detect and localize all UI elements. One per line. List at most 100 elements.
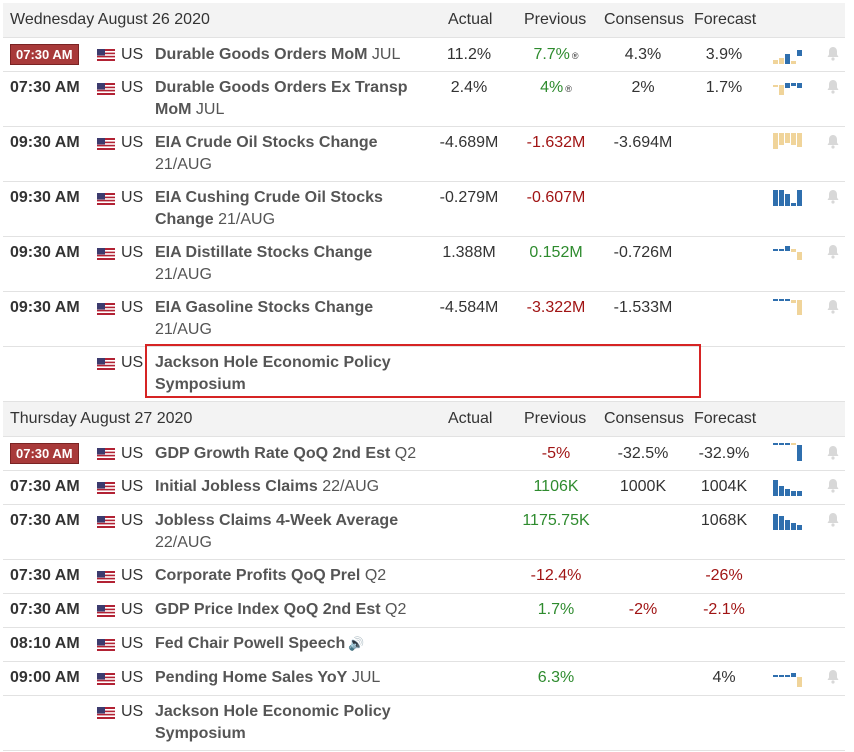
mini-chart-icon[interactable] [773,297,807,315]
previous-value: 1.7% [537,601,575,618]
consensus-value: -1.533M [613,299,673,316]
event-link[interactable]: Fed Chair Powell Speech 🔊 [155,635,365,652]
event-time: 07:30 AM [10,79,80,96]
country-code: US [121,445,144,462]
us-flag-icon [97,193,115,205]
table-row[interactable]: 09:00 AM US Pending Home Sales YoY JUL 6… [3,662,845,696]
previous-value: -5% [541,445,571,462]
event-link[interactable]: Initial Jobless Claims 22/AUG [155,478,380,495]
forecast-value: 3.9% [705,46,743,63]
table-row[interactable]: 07:30 AM US Durable Goods Orders Ex Tran… [3,72,845,127]
event-link[interactable]: Durable Goods Orders Ex Transp MoM JUL [155,79,408,118]
us-flag-icon [97,516,115,528]
event-link[interactable]: GDP Growth Rate QoQ 2nd Est Q2 [155,445,417,462]
consensus-value: -3.694M [613,134,673,151]
us-flag-icon [97,303,115,315]
table-row[interactable]: 09:30 AM US EIA Crude Oil Stocks Change … [3,127,845,182]
table-row[interactable]: 07:30 AM US GDP Growth Rate QoQ 2nd Est … [3,437,845,471]
event-link[interactable]: EIA Gasoline Stocks Change 21/AUG [155,299,374,338]
day-date: Wednesday August 26 2020 [10,11,210,28]
economic-calendar-table: Wednesday August 26 2020 Actual Previous… [3,3,845,751]
event-link[interactable]: EIA Cushing Crude Oil Stocks Change 21/A… [155,189,383,228]
table-row[interactable]: 07:30 AM US GDP Price Index QoQ 2nd Est … [3,594,845,628]
event-time: 07:30 AM [10,478,80,495]
consensus-value: 2% [631,79,655,96]
table-row[interactable]: 09:30 AM US EIA Gasoline Stocks Change 2… [3,292,845,347]
bell-icon[interactable] [825,46,841,62]
previous-value: 1175.75K [522,512,590,529]
table-row[interactable]: 07:30 AM US Durable Goods Orders MoM JUL… [3,38,845,72]
day-date: Thursday August 27 2020 [10,410,193,427]
country-code: US [121,244,144,261]
event-link[interactable]: Jobless Claims 4-Week Average 22/AUG [155,512,399,551]
actual-value: -4.689M [439,134,499,151]
mini-chart-icon[interactable] [773,131,807,149]
col-actual: Actual [448,11,493,28]
mini-chart-icon[interactable] [773,443,807,461]
actual-value: -4.584M [439,299,499,316]
us-flag-icon [97,482,115,494]
us-flag-icon [97,448,115,460]
mini-chart-icon[interactable] [773,77,807,95]
mini-chart-icon[interactable] [773,512,807,530]
actual-value: 2.4% [450,79,488,96]
event-time: 07:30 AM [10,567,80,584]
consensus-value: -2% [628,601,658,618]
event-time: 07:30 AM [10,512,80,529]
bell-icon[interactable] [825,79,841,95]
us-flag-icon [97,707,115,719]
col-previous: Previous [524,11,587,28]
bell-icon[interactable] [825,134,841,150]
event-link[interactable]: EIA Distillate Stocks Change 21/AUG [155,244,373,283]
table-row[interactable]: 09:30 AM US EIA Cushing Crude Oil Stocks… [3,182,845,237]
col-consensus: Consensus [604,410,685,427]
col-actual: Actual [448,410,493,427]
event-link[interactable]: Jackson Hole Economic Policy Symposium [155,703,391,742]
actual-value: 1.388M [442,244,496,261]
bell-icon[interactable] [825,478,841,494]
event-link[interactable]: Jackson Hole Economic Policy Symposium [155,354,391,393]
bell-icon[interactable] [825,244,841,260]
event-link[interactable]: EIA Crude Oil Stocks Change 21/AUG [155,134,378,173]
actual-value: 11.2% [446,46,492,63]
country-code: US [121,478,144,495]
consensus-value: 4.3% [624,46,662,63]
table-row[interactable]: US Jackson Hole Economic Policy Symposiu… [3,347,845,402]
revised-icon: ® [571,51,579,61]
table-row[interactable]: 08:10 AM US Fed Chair Powell Speech 🔊 [3,628,845,662]
bell-icon[interactable] [825,669,841,685]
event-link[interactable]: Corporate Profits QoQ Prel Q2 [155,567,387,584]
event-link[interactable]: Pending Home Sales YoY JUL [155,669,381,686]
bell-icon[interactable] [825,189,841,205]
previous-value: 4% ® [540,79,572,96]
col-consensus: Consensus [604,11,685,28]
time-live-badge: 07:30 AM [10,443,79,464]
table-row[interactable]: US Jackson Hole Economic Policy Symposiu… [3,696,845,751]
event-link[interactable]: Durable Goods Orders MoM JUL [155,46,401,63]
bell-icon[interactable] [825,512,841,528]
table-row[interactable]: 07:30 AM US Corporate Profits QoQ Prel Q… [3,560,845,594]
previous-value: 7.7% ® [533,46,579,63]
table-row[interactable]: 07:30 AM US Initial Jobless Claims 22/AU… [3,471,845,505]
event-time: 08:10 AM [10,635,80,652]
bell-icon[interactable] [825,299,841,315]
country-code: US [121,601,144,618]
mini-chart-icon[interactable] [773,188,807,206]
country-code: US [121,46,144,63]
forecast-value: 1004K [700,478,748,495]
consensus-value: -32.5% [617,445,669,462]
mini-chart-icon[interactable] [773,478,807,496]
mini-chart-icon[interactable] [773,242,807,260]
us-flag-icon [97,138,115,150]
event-time: 09:30 AM [10,189,80,206]
forecast-value: 1068K [700,512,748,529]
us-flag-icon [97,83,115,95]
table-row[interactable]: 09:30 AM US EIA Distillate Stocks Change… [3,237,845,292]
table-row[interactable]: 07:30 AM US Jobless Claims 4-Week Averag… [3,505,845,560]
mini-chart-icon[interactable] [773,46,807,64]
forecast-value: 1.7% [705,79,743,96]
mini-chart-icon[interactable] [773,669,807,687]
country-code: US [121,669,144,686]
bell-icon[interactable] [825,445,841,461]
event-link[interactable]: GDP Price Index QoQ 2nd Est Q2 [155,601,407,618]
